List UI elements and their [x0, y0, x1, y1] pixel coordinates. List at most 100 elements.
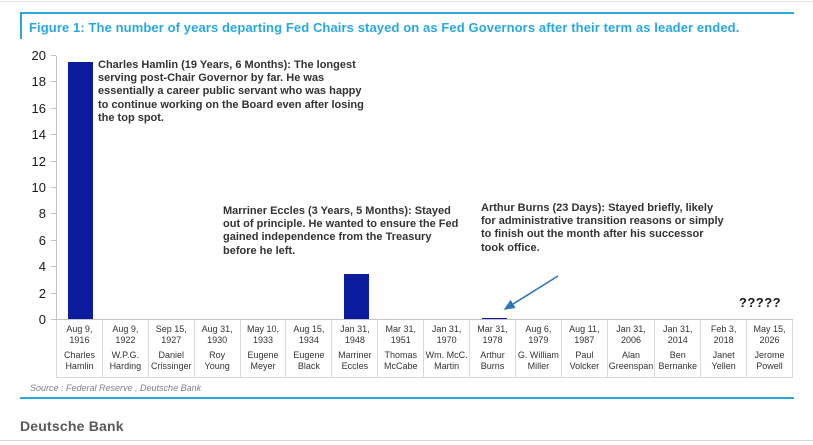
bar	[343, 274, 369, 319]
x-axis-date: Aug 9, 1922	[112, 324, 139, 345]
annotation-arthur-burns: Arthur Burns (23 Days): Stayed briefly, …	[481, 202, 724, 254]
bar-column-16	[747, 56, 793, 319]
x-axis-cell-7: Jan 31, 1948 Marriner Eccles	[332, 320, 379, 378]
bar-column-8	[379, 56, 425, 319]
y-axis-tick-label: 8	[38, 206, 46, 222]
x-axis-cell-6: Aug 15, 1934 Eugene Black	[286, 320, 333, 378]
x-axis-name: Marriner Eccles	[338, 350, 372, 371]
x-axis-date: Jan 31, 1970	[431, 324, 462, 345]
y-axis-tick-label: 12	[31, 153, 46, 169]
x-axis-label-table: Aug 9, 1916 Charles Hamlin Aug 9, 1922 W.P.…	[56, 320, 793, 378]
x-axis-date: Mar 31, 1951	[385, 324, 416, 345]
y-axis-tick-label: 14	[31, 127, 46, 143]
bar-column-11	[517, 56, 563, 319]
x-axis-name: Roy Young	[204, 350, 230, 371]
y-axis-tick-label: 20	[31, 48, 46, 63]
annotation-charles-hamlin: Charles Hamlin (19 Years, 6 Months): The…	[98, 59, 364, 124]
y-axis-tick	[51, 266, 56, 268]
deutsche-bank-logo: Deutsche Bank	[20, 418, 124, 434]
y-axis-tick	[51, 160, 56, 162]
x-axis-cell-10: Mar 31, 1978 Arthur Burns	[470, 320, 516, 378]
x-axis-name: Thomas McCabe	[383, 350, 418, 371]
x-axis-date: Jan 31, 2006	[616, 324, 646, 345]
x-axis-date: Sep 15, 1927	[155, 324, 187, 345]
y-axis: 0 2 4 6 8 10 12 14 16 18 20	[20, 48, 56, 327]
x-axis-name: Wm. McC. Martin	[425, 350, 468, 371]
bar	[481, 318, 507, 319]
y-axis-tick	[51, 292, 56, 294]
figure-title: Figure 1: The number of years departing …	[20, 12, 794, 39]
y-axis-tick	[51, 81, 56, 83]
x-axis-name: Janet Yellen	[711, 350, 736, 371]
y-axis-tick	[51, 107, 56, 109]
x-axis-name: Eugene Meyer	[247, 350, 279, 371]
x-axis-name: W.P.G. Harding	[109, 350, 142, 371]
bar-column-14	[655, 56, 701, 319]
y-axis-tick	[51, 187, 56, 188]
x-axis-name: Paul Volcker	[569, 350, 600, 371]
x-axis-cell-16: May 15, 2026 Jerome Powell	[747, 320, 793, 378]
source-note: Source : Federal Reserve , Deutsche Bank	[30, 383, 202, 393]
y-axis-tick	[51, 319, 56, 320]
x-axis-cell-11: Aug 6, 1979 G. William Miller	[515, 320, 562, 378]
x-axis-cell-3: Sep 15, 1927 Daniel Crissinger	[148, 320, 195, 378]
x-axis-cell-13: Jan 31, 2006 Alan Greenspan	[607, 320, 656, 378]
y-axis-tick-label: 2	[38, 285, 46, 301]
x-axis-cell-2: Aug 9, 1922 W.P.G. Harding	[102, 320, 149, 378]
page-bottom-divider	[0, 440, 813, 441]
x-axis-name: Daniel Crissinger	[150, 350, 192, 371]
x-axis-name: Charles Hamlin	[63, 350, 95, 371]
bar-column-7	[333, 56, 379, 319]
x-axis-date: Aug 11, 1987	[569, 324, 600, 345]
bar-column-9	[425, 56, 471, 319]
x-axis-date: Aug 15, 1934	[293, 324, 325, 345]
x-axis-cell-12: Aug 11, 1987 Paul Volcker	[561, 320, 608, 378]
x-axis-cell-15: Feb 3, 2018 Janet Yellen	[701, 320, 748, 378]
y-axis-tick-label: 0	[38, 312, 46, 327]
annotation-marriner-eccles: Marriner Eccles (3 Years, 5 Months): Sta…	[223, 205, 459, 257]
x-axis-name: Eugene Black	[293, 350, 325, 371]
bar-column-13	[609, 56, 655, 319]
x-axis-cell-8: Mar 31, 1951 Thomas McCabe	[378, 320, 425, 378]
y-axis-tick	[51, 213, 56, 215]
y-axis-tick-label: 10	[31, 180, 46, 195]
plot-area-wrap: Charles Hamlin (19 Years, 6 Months): The…	[56, 56, 793, 378]
bar-column-1	[57, 56, 103, 319]
y-axis-tick-label: 16	[31, 100, 46, 116]
x-axis-name: Jerome Powell	[754, 350, 785, 371]
page-top-divider	[0, 1, 813, 2]
x-axis-cell-1: Aug 9, 1916 Charles Hamlin	[57, 320, 103, 378]
y-axis-tick	[51, 55, 56, 56]
x-axis-cell-4: Aug 31, 1930 Roy Young	[194, 320, 241, 378]
x-axis-cell-9: Jan 31, 1970 Wm. McC. Martin	[424, 320, 471, 378]
footer-blue-rule	[20, 397, 794, 399]
plot-area: Charles Hamlin (19 Years, 6 Months): The…	[56, 56, 793, 320]
y-axis-tick-label: 18	[31, 74, 46, 90]
x-axis-date: Jan 31, 2014	[662, 324, 693, 345]
x-axis-date: Feb 3, 2018	[710, 324, 737, 345]
y-axis-tick	[51, 239, 56, 241]
y-axis-tick-label: 4	[38, 259, 46, 275]
figure-panel: Figure 1: The number of years departing …	[20, 12, 794, 399]
bar-column-15	[701, 56, 747, 319]
x-axis-cell-14: Jan 31, 2014 Ben Bernanke	[655, 320, 702, 378]
bar-chart: 0 2 4 6 8 10 12 14 16 18 20 Charles Hamlin (19 Yea…	[20, 48, 794, 378]
x-axis-date: Aug 6, 1979	[525, 324, 552, 345]
x-axis-date: Jan 31, 1948	[340, 324, 370, 345]
x-axis-date: Mar 31, 1978	[477, 324, 508, 345]
bar-column-12	[563, 56, 609, 319]
powell-unknown-label: ?????	[738, 295, 782, 310]
y-axis-tick-label: 6	[38, 232, 46, 248]
x-axis-date: May 15, 2026	[753, 324, 786, 345]
x-axis-name: Alan Greenspan	[608, 350, 654, 371]
bar-column-10	[471, 56, 517, 319]
x-axis-date: May 10, 1933	[247, 324, 280, 345]
x-axis-cell-5: May 10, 1933 Eugene Meyer	[240, 320, 287, 378]
y-axis-tick	[51, 134, 56, 136]
x-axis-name: Ben Bernanke	[658, 350, 698, 371]
x-axis-date: Aug 31, 1930	[201, 324, 233, 345]
bar	[67, 62, 93, 319]
x-axis-name: Arthur Burns	[480, 350, 505, 371]
x-axis-date: Aug 9, 1916	[66, 324, 93, 345]
x-axis-name: G. William Miller	[517, 350, 559, 371]
